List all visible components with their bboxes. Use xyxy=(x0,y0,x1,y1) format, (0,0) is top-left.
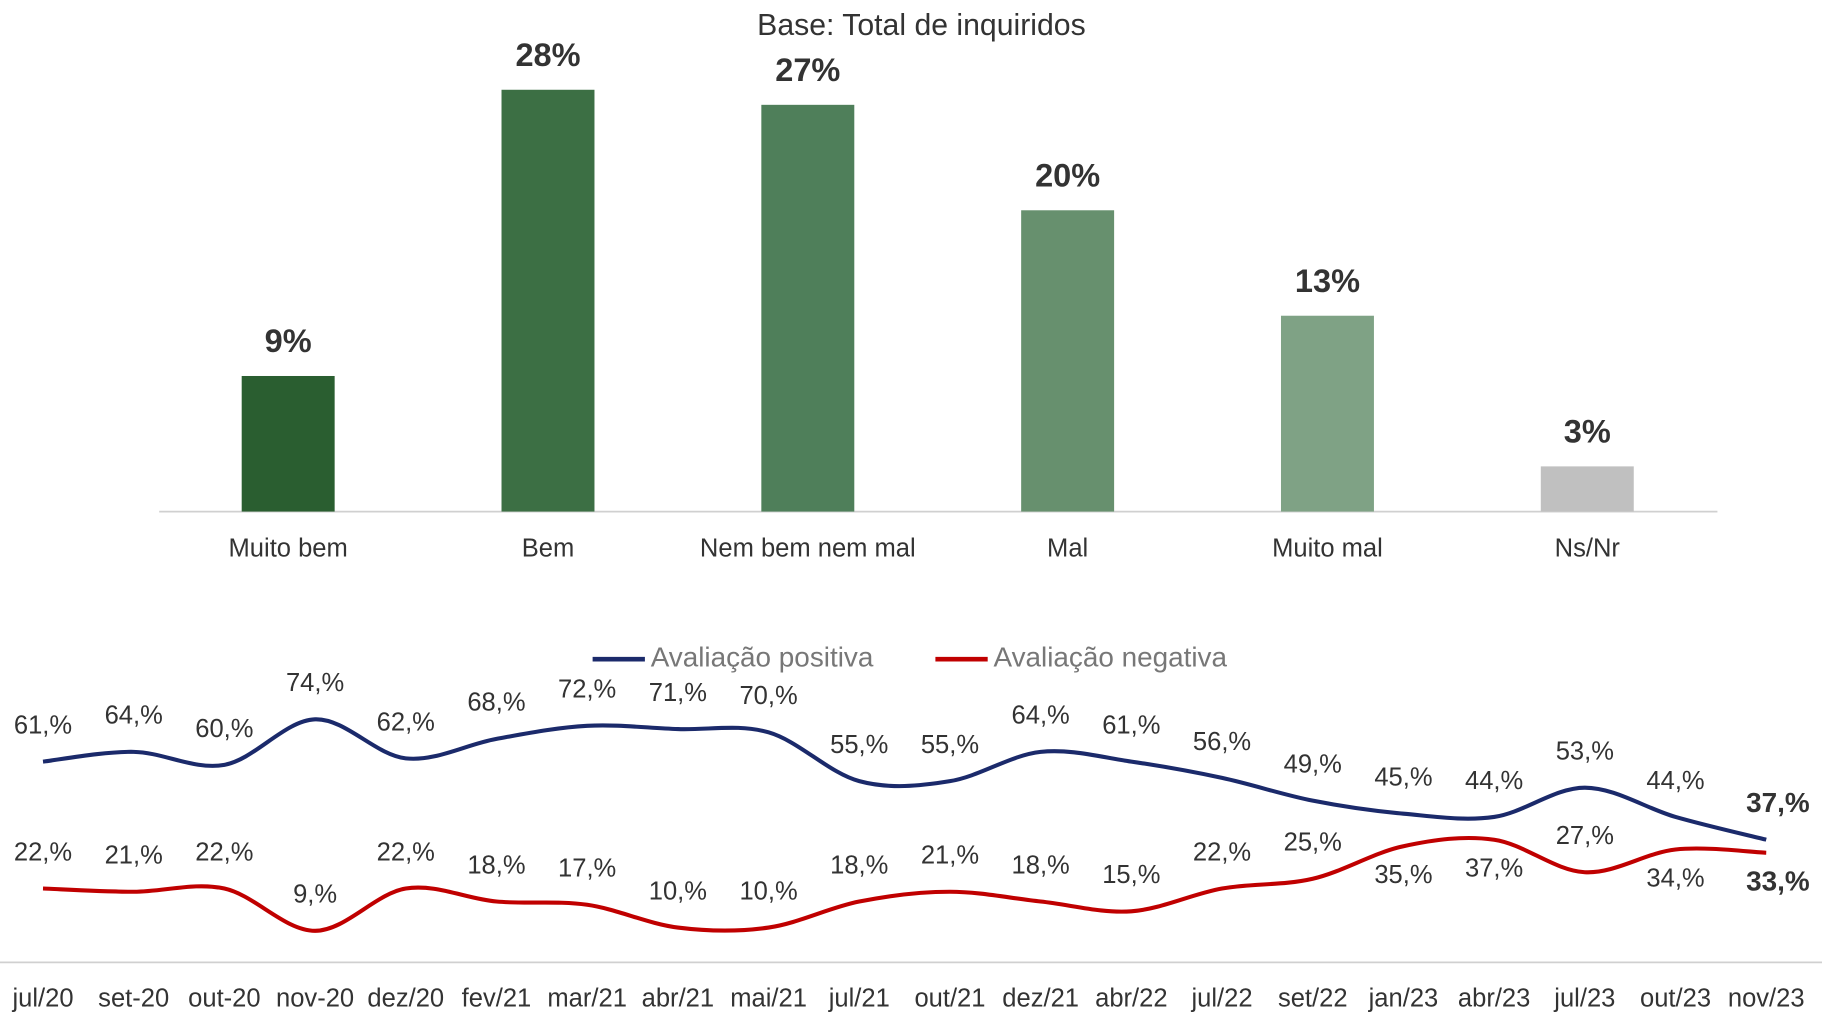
bar xyxy=(1280,315,1374,512)
x-tick-label: out/23 xyxy=(1640,984,1711,1012)
bar xyxy=(1540,466,1634,512)
x-tick-label: jul/22 xyxy=(1191,984,1253,1012)
x-tick-label: dez/20 xyxy=(367,984,444,1012)
x-tick-label: mai/21 xyxy=(730,984,807,1012)
data-label: 68,% xyxy=(467,689,525,717)
data-label: 71,% xyxy=(649,679,707,707)
data-label: 44,% xyxy=(1465,767,1523,795)
x-tick-label: jul/20 xyxy=(11,984,73,1012)
data-label: 18,% xyxy=(467,851,525,879)
data-label: 17,% xyxy=(558,855,616,883)
data-label: 22,% xyxy=(377,838,435,866)
legend-label: Avaliação negativa xyxy=(994,641,1228,672)
x-tick-label: nov/23 xyxy=(1728,984,1805,1012)
x-tick-label: dez/21 xyxy=(1002,984,1079,1012)
data-label: 18,% xyxy=(830,851,888,879)
x-tick-label: Muito bem xyxy=(229,535,348,563)
x-tick-label: nov-20 xyxy=(276,984,354,1012)
data-label: 64,% xyxy=(105,702,163,730)
data-label: 60,% xyxy=(195,715,253,743)
data-label: 37,% xyxy=(1465,855,1523,883)
data-label: 27% xyxy=(775,52,840,88)
x-tick-label: fev/21 xyxy=(462,984,532,1012)
bar xyxy=(501,89,595,512)
x-tick-label: abr/23 xyxy=(1458,984,1530,1012)
data-label: 62,% xyxy=(377,708,435,736)
x-tick-label: Bem xyxy=(522,535,575,563)
x-tick-label: jan/23 xyxy=(1368,984,1439,1012)
data-label: 55,% xyxy=(921,731,979,759)
legend-label: Avaliação positiva xyxy=(651,641,874,672)
x-tick-label: set/22 xyxy=(1278,984,1348,1012)
x-tick-label: Mal xyxy=(1047,535,1088,563)
x-tick-label: set-20 xyxy=(98,984,169,1012)
data-label: 9% xyxy=(265,323,312,359)
x-tick-label: abr/21 xyxy=(642,984,714,1012)
data-label: 70,% xyxy=(739,682,797,710)
data-label: 21,% xyxy=(921,842,979,870)
data-label: 22,% xyxy=(195,838,253,866)
data-label: 15,% xyxy=(1102,861,1160,889)
data-label: 64,% xyxy=(1012,702,1070,730)
data-label: 61,% xyxy=(14,712,72,740)
chart-title: Base: Total de inquiridos xyxy=(757,9,1086,42)
data-label: 27,% xyxy=(1556,822,1614,850)
data-label: 37,% xyxy=(1746,787,1810,818)
data-label: 20% xyxy=(1035,157,1100,193)
x-tick-label: Muito mal xyxy=(1272,535,1383,563)
data-label: 74,% xyxy=(286,669,344,697)
line xyxy=(42,717,1767,842)
data-label: 28% xyxy=(515,37,580,73)
bar xyxy=(761,104,855,512)
data-label: 45,% xyxy=(1374,764,1432,792)
bar xyxy=(241,375,335,512)
data-label: 53,% xyxy=(1556,738,1614,766)
x-tick-label: out/21 xyxy=(914,984,985,1012)
data-label: 44,% xyxy=(1646,767,1704,795)
x-tick-label: abr/22 xyxy=(1095,984,1167,1012)
x-tick-label: jul/23 xyxy=(1553,984,1615,1012)
data-label: 56,% xyxy=(1193,728,1251,756)
data-label: 33,% xyxy=(1746,865,1810,896)
data-label: 34,% xyxy=(1646,864,1704,892)
data-label: 72,% xyxy=(558,676,616,704)
data-label: 10,% xyxy=(649,877,707,905)
x-tick-label: jul/21 xyxy=(828,984,890,1012)
data-label: 13% xyxy=(1295,263,1360,299)
data-label: 21,% xyxy=(105,842,163,870)
data-label: 35,% xyxy=(1374,861,1432,889)
x-tick-label: Ns/Nr xyxy=(1555,535,1621,563)
data-label: 25,% xyxy=(1284,829,1342,857)
data-label: 10,% xyxy=(739,877,797,905)
data-label: 55,% xyxy=(830,731,888,759)
data-label: 61,% xyxy=(1102,712,1160,740)
data-label: 22,% xyxy=(14,838,72,866)
bar xyxy=(1021,210,1115,512)
x-tick-label: Nem bem nem mal xyxy=(700,535,916,563)
data-label: 49,% xyxy=(1284,751,1342,779)
data-label: 3% xyxy=(1564,413,1611,449)
x-tick-label: out-20 xyxy=(188,984,260,1012)
data-label: 22,% xyxy=(1193,838,1251,866)
data-label: 9,% xyxy=(293,881,337,909)
x-tick-label: mar/21 xyxy=(547,984,627,1012)
data-label: 18,% xyxy=(1012,851,1070,879)
line xyxy=(42,835,1767,933)
